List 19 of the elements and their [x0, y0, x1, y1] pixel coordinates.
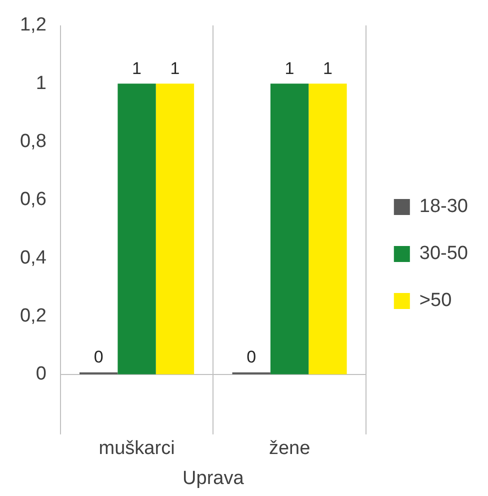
y-tick-label: 1: [36, 72, 46, 94]
data-label: 1: [322, 58, 332, 78]
x-axis-title: Uprava: [182, 468, 244, 489]
x-tick-label: žene: [268, 438, 310, 460]
x-tick-label: muškarci: [98, 438, 175, 460]
y-tick-label: 0,6: [20, 189, 46, 210]
data-label: 1: [132, 58, 142, 78]
data-label: 0: [94, 348, 104, 367]
y-tick-label: 0: [36, 364, 46, 385]
y-tick-label: 0,2: [20, 305, 46, 326]
y-tick-label: 0,8: [20, 130, 46, 152]
data-label: 1: [170, 58, 180, 78]
legend-label: 18-30: [419, 196, 468, 218]
y-tick-label: 0,4: [20, 247, 47, 268]
legend-label: 30-50: [419, 243, 468, 264]
data-label: 1: [284, 58, 294, 78]
data-label: 0: [246, 348, 256, 367]
y-tick-label: 1,2: [20, 14, 46, 36]
legend-label: >50: [419, 290, 452, 312]
